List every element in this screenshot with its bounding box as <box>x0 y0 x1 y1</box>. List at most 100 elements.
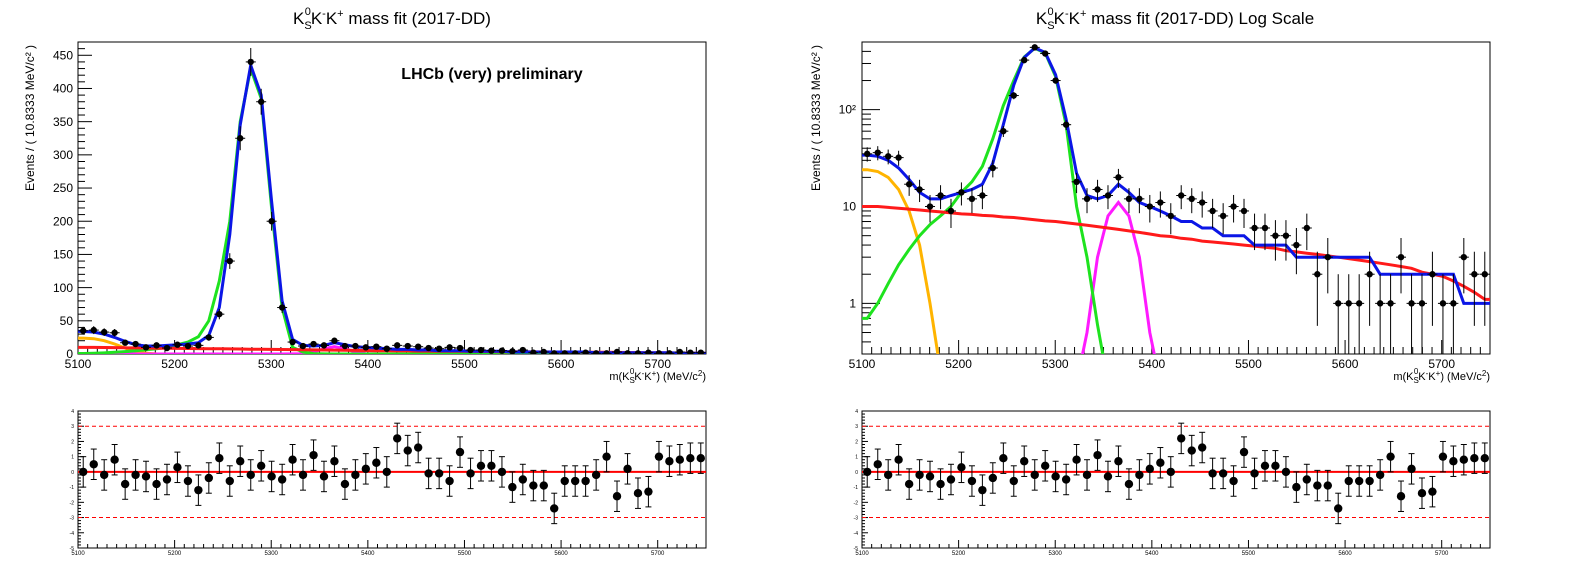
data-marker <box>1481 271 1488 278</box>
pull-marker <box>1459 455 1469 464</box>
data-point <box>893 150 904 166</box>
data-point <box>1071 172 1082 194</box>
data-marker <box>310 340 317 348</box>
pull-marker <box>1334 504 1343 513</box>
pull-marker <box>1040 461 1050 470</box>
data-marker <box>874 149 881 156</box>
data-marker <box>926 203 934 210</box>
pull-marker <box>340 479 350 489</box>
pull-point <box>894 443 903 476</box>
pull-point <box>361 453 371 485</box>
pull-point <box>382 456 391 488</box>
x-tick-label: 5500 <box>1242 551 1256 557</box>
pull-marker <box>141 472 151 481</box>
pull-marker <box>351 470 360 480</box>
pull-point <box>256 450 266 482</box>
pull-marker <box>298 470 308 480</box>
x-tick-label: 5400 <box>1145 551 1159 557</box>
pull-point <box>319 460 329 493</box>
pull-point <box>340 468 350 500</box>
data-point <box>528 349 539 354</box>
y-tick-label: 200 <box>53 214 73 228</box>
data-marker <box>905 181 913 188</box>
pull-point <box>173 451 182 484</box>
data-point <box>1165 203 1176 235</box>
pull-point <box>1208 457 1217 490</box>
data-marker <box>237 135 244 142</box>
data-point <box>674 348 685 354</box>
pull-point <box>141 460 151 493</box>
pull-marker <box>1417 489 1427 498</box>
data-marker <box>1408 300 1415 307</box>
data-point <box>695 349 706 354</box>
data-point <box>245 47 256 76</box>
pull-point <box>110 443 119 476</box>
data-point <box>1123 188 1134 214</box>
pull-point <box>1417 477 1427 509</box>
pull-point <box>978 474 987 506</box>
y-tick-label: 1 <box>849 296 856 310</box>
data-point <box>1102 185 1113 210</box>
pull-marker <box>1449 457 1458 466</box>
data-marker <box>916 186 923 193</box>
right-pull-panel: 5100 5200 5300 5400 5500 5600 5700 -5 -4 -3 -2 -1 0 1… <box>854 409 1491 557</box>
data-marker <box>341 342 349 350</box>
pull-marker <box>925 472 935 481</box>
pull-marker <box>173 463 182 472</box>
data-marker <box>184 342 192 350</box>
x-tick-label: 5100 <box>855 551 869 557</box>
pull-marker <box>319 472 329 481</box>
pull-marker <box>1124 479 1134 489</box>
x-axis-label: m(KS0K-K+) (MeV/c2) <box>1393 367 1490 385</box>
data-point <box>109 329 120 337</box>
data-marker <box>299 342 307 350</box>
pull-marker <box>1218 469 1228 478</box>
pull-point <box>654 440 664 473</box>
data-marker <box>676 348 684 354</box>
pull-marker <box>445 476 454 486</box>
data-marker <box>195 342 202 349</box>
x-tick-label: 5700 <box>651 551 665 557</box>
pull-point <box>1313 469 1322 502</box>
pull-marker <box>309 450 318 460</box>
data-point <box>224 253 235 269</box>
data-point <box>172 341 183 348</box>
data-marker <box>446 344 453 351</box>
pull-point <box>1438 440 1448 473</box>
pull-point <box>183 465 193 497</box>
x-tick-label: 5400 <box>354 357 381 371</box>
pull-marker <box>1428 487 1437 496</box>
pull-point <box>487 450 496 482</box>
pull-marker <box>79 467 88 477</box>
data-point <box>182 342 193 350</box>
pull-point <box>633 477 643 509</box>
data-point <box>423 344 434 352</box>
pull-point <box>1250 457 1259 490</box>
data-marker <box>111 329 118 336</box>
data-point <box>1239 198 1250 229</box>
pull-point <box>1040 450 1050 482</box>
data-marker <box>1198 199 1206 206</box>
pull-point <box>1187 434 1196 467</box>
data-marker <box>1429 271 1436 278</box>
data-marker <box>634 350 642 354</box>
pull-marker <box>194 485 203 495</box>
pull-marker <box>1239 447 1249 457</box>
data-point <box>914 179 925 203</box>
x-tick-label: 5500 <box>1235 357 1262 371</box>
pull-point <box>1114 445 1123 477</box>
pull-marker <box>256 461 266 470</box>
pull-y-tick-label: 4 <box>855 409 858 415</box>
pull-point <box>1344 465 1353 497</box>
data-point <box>1029 44 1040 51</box>
pull-point <box>215 442 224 474</box>
data-point <box>339 342 350 350</box>
data-marker <box>1062 121 1070 128</box>
pull-marker <box>1271 461 1280 470</box>
data-point <box>570 350 581 354</box>
pull-marker <box>1480 453 1489 463</box>
pull-point <box>1239 436 1249 468</box>
pull-point <box>1334 492 1343 525</box>
pull-point <box>131 459 140 491</box>
pull-point <box>1072 443 1081 476</box>
